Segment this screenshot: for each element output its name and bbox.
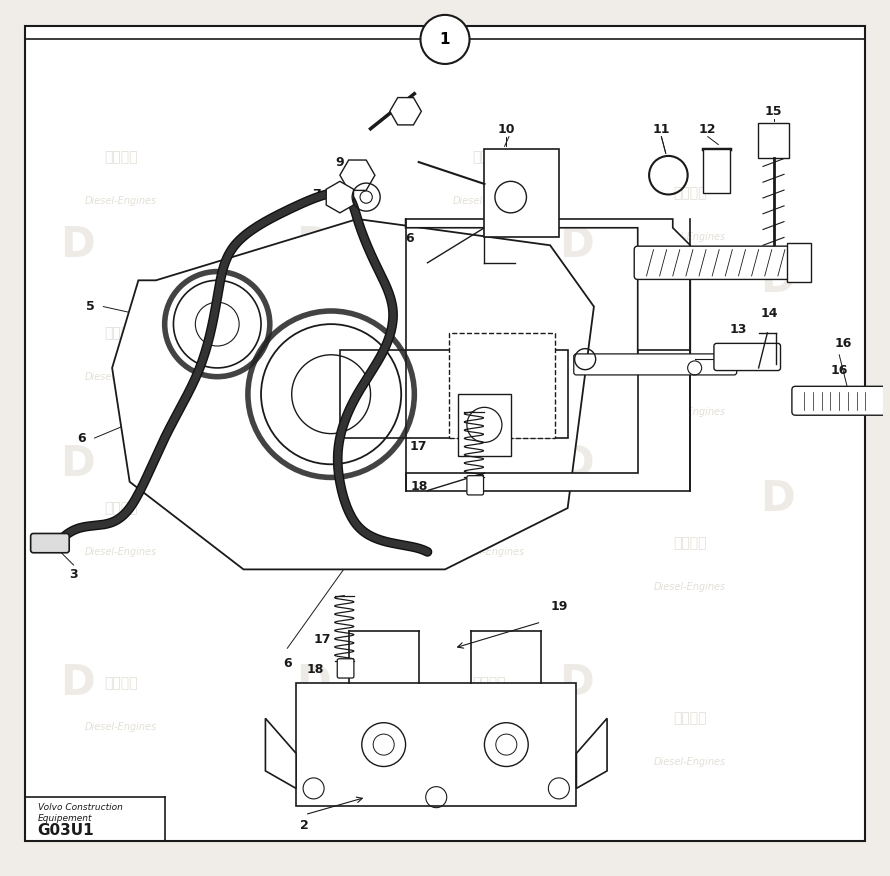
Text: D: D [761, 259, 795, 301]
Text: 聚发动力: 聚发动力 [104, 326, 138, 340]
Polygon shape [406, 219, 691, 368]
FancyBboxPatch shape [296, 683, 577, 806]
Text: Diesel-Engines: Diesel-Engines [654, 757, 726, 767]
Polygon shape [112, 219, 594, 569]
Text: 11: 11 [652, 123, 670, 136]
Text: 聚发动力: 聚发动力 [104, 151, 138, 165]
Text: 1: 1 [440, 32, 450, 47]
Text: 4: 4 [397, 111, 406, 124]
Text: Diesel-Engines: Diesel-Engines [453, 371, 525, 382]
FancyBboxPatch shape [467, 476, 483, 495]
Text: Diesel-Engines: Diesel-Engines [453, 196, 525, 207]
Text: 5: 5 [85, 300, 94, 313]
Polygon shape [577, 718, 607, 788]
FancyBboxPatch shape [340, 350, 568, 438]
Text: D: D [60, 443, 94, 485]
Text: 聚发动力: 聚发动力 [674, 186, 707, 200]
Text: 聚发动力: 聚发动力 [104, 676, 138, 690]
Text: 聚发动力: 聚发动力 [472, 326, 506, 340]
FancyBboxPatch shape [25, 26, 865, 841]
FancyBboxPatch shape [757, 123, 789, 158]
Text: 9: 9 [336, 156, 344, 168]
Text: 6: 6 [77, 432, 85, 444]
Text: D: D [559, 224, 594, 266]
Text: D: D [296, 443, 331, 485]
FancyBboxPatch shape [635, 246, 799, 279]
Text: Diesel-Engines: Diesel-Engines [453, 547, 525, 557]
FancyBboxPatch shape [449, 333, 554, 438]
Text: 聚发动力: 聚发动力 [674, 361, 707, 375]
Text: 2: 2 [301, 819, 309, 832]
FancyBboxPatch shape [703, 149, 730, 193]
Text: D: D [761, 478, 795, 520]
Text: 14: 14 [760, 307, 778, 320]
Text: Diesel-Engines: Diesel-Engines [654, 231, 726, 242]
Text: 聚发动力: 聚发动力 [674, 711, 707, 725]
Text: 17: 17 [313, 633, 331, 646]
Text: 聚发动力: 聚发动力 [472, 501, 506, 515]
Text: Diesel-Engines: Diesel-Engines [654, 582, 726, 592]
FancyBboxPatch shape [787, 243, 811, 282]
Text: 10: 10 [498, 123, 515, 136]
Text: 16: 16 [835, 337, 853, 350]
FancyBboxPatch shape [458, 394, 511, 456]
Text: 17: 17 [410, 441, 427, 453]
Circle shape [420, 15, 470, 64]
FancyBboxPatch shape [337, 659, 354, 678]
Text: D: D [296, 662, 331, 704]
Text: Diesel-Engines: Diesel-Engines [654, 406, 726, 417]
Text: G03U1: G03U1 [37, 823, 94, 838]
Text: Volvo Construction: Volvo Construction [37, 803, 123, 812]
Polygon shape [406, 350, 691, 491]
Text: 聚发动力: 聚发动力 [472, 151, 506, 165]
FancyBboxPatch shape [484, 149, 559, 237]
Text: D: D [60, 662, 94, 704]
FancyBboxPatch shape [574, 354, 737, 375]
Text: D: D [296, 224, 331, 266]
Text: Diesel-Engines: Diesel-Engines [85, 371, 157, 382]
Text: 12: 12 [699, 123, 716, 136]
Text: 聚发动力: 聚发动力 [472, 676, 506, 690]
Polygon shape [265, 718, 296, 788]
Text: 15: 15 [765, 105, 782, 118]
Text: 18: 18 [410, 480, 427, 492]
Text: 聚发动力: 聚发动力 [674, 536, 707, 550]
FancyBboxPatch shape [714, 343, 781, 371]
Text: Diesel-Engines: Diesel-Engines [85, 547, 157, 557]
Text: Diesel-Engines: Diesel-Engines [453, 722, 525, 732]
Text: 6: 6 [406, 232, 414, 245]
Text: Equipement: Equipement [37, 814, 93, 823]
Text: 19: 19 [550, 600, 568, 613]
Text: 18: 18 [307, 663, 324, 675]
Text: 16: 16 [830, 364, 848, 377]
Text: D: D [559, 443, 594, 485]
Text: D: D [60, 224, 94, 266]
Text: 6: 6 [283, 657, 292, 670]
Text: Diesel-Engines: Diesel-Engines [85, 722, 157, 732]
Text: 7: 7 [312, 188, 320, 201]
Text: 聚发动力: 聚发动力 [104, 501, 138, 515]
FancyBboxPatch shape [792, 386, 886, 415]
Text: 3: 3 [69, 568, 78, 581]
Text: 13: 13 [730, 322, 747, 336]
FancyBboxPatch shape [30, 533, 69, 553]
Text: Diesel-Engines: Diesel-Engines [85, 196, 157, 207]
Text: D: D [559, 662, 594, 704]
